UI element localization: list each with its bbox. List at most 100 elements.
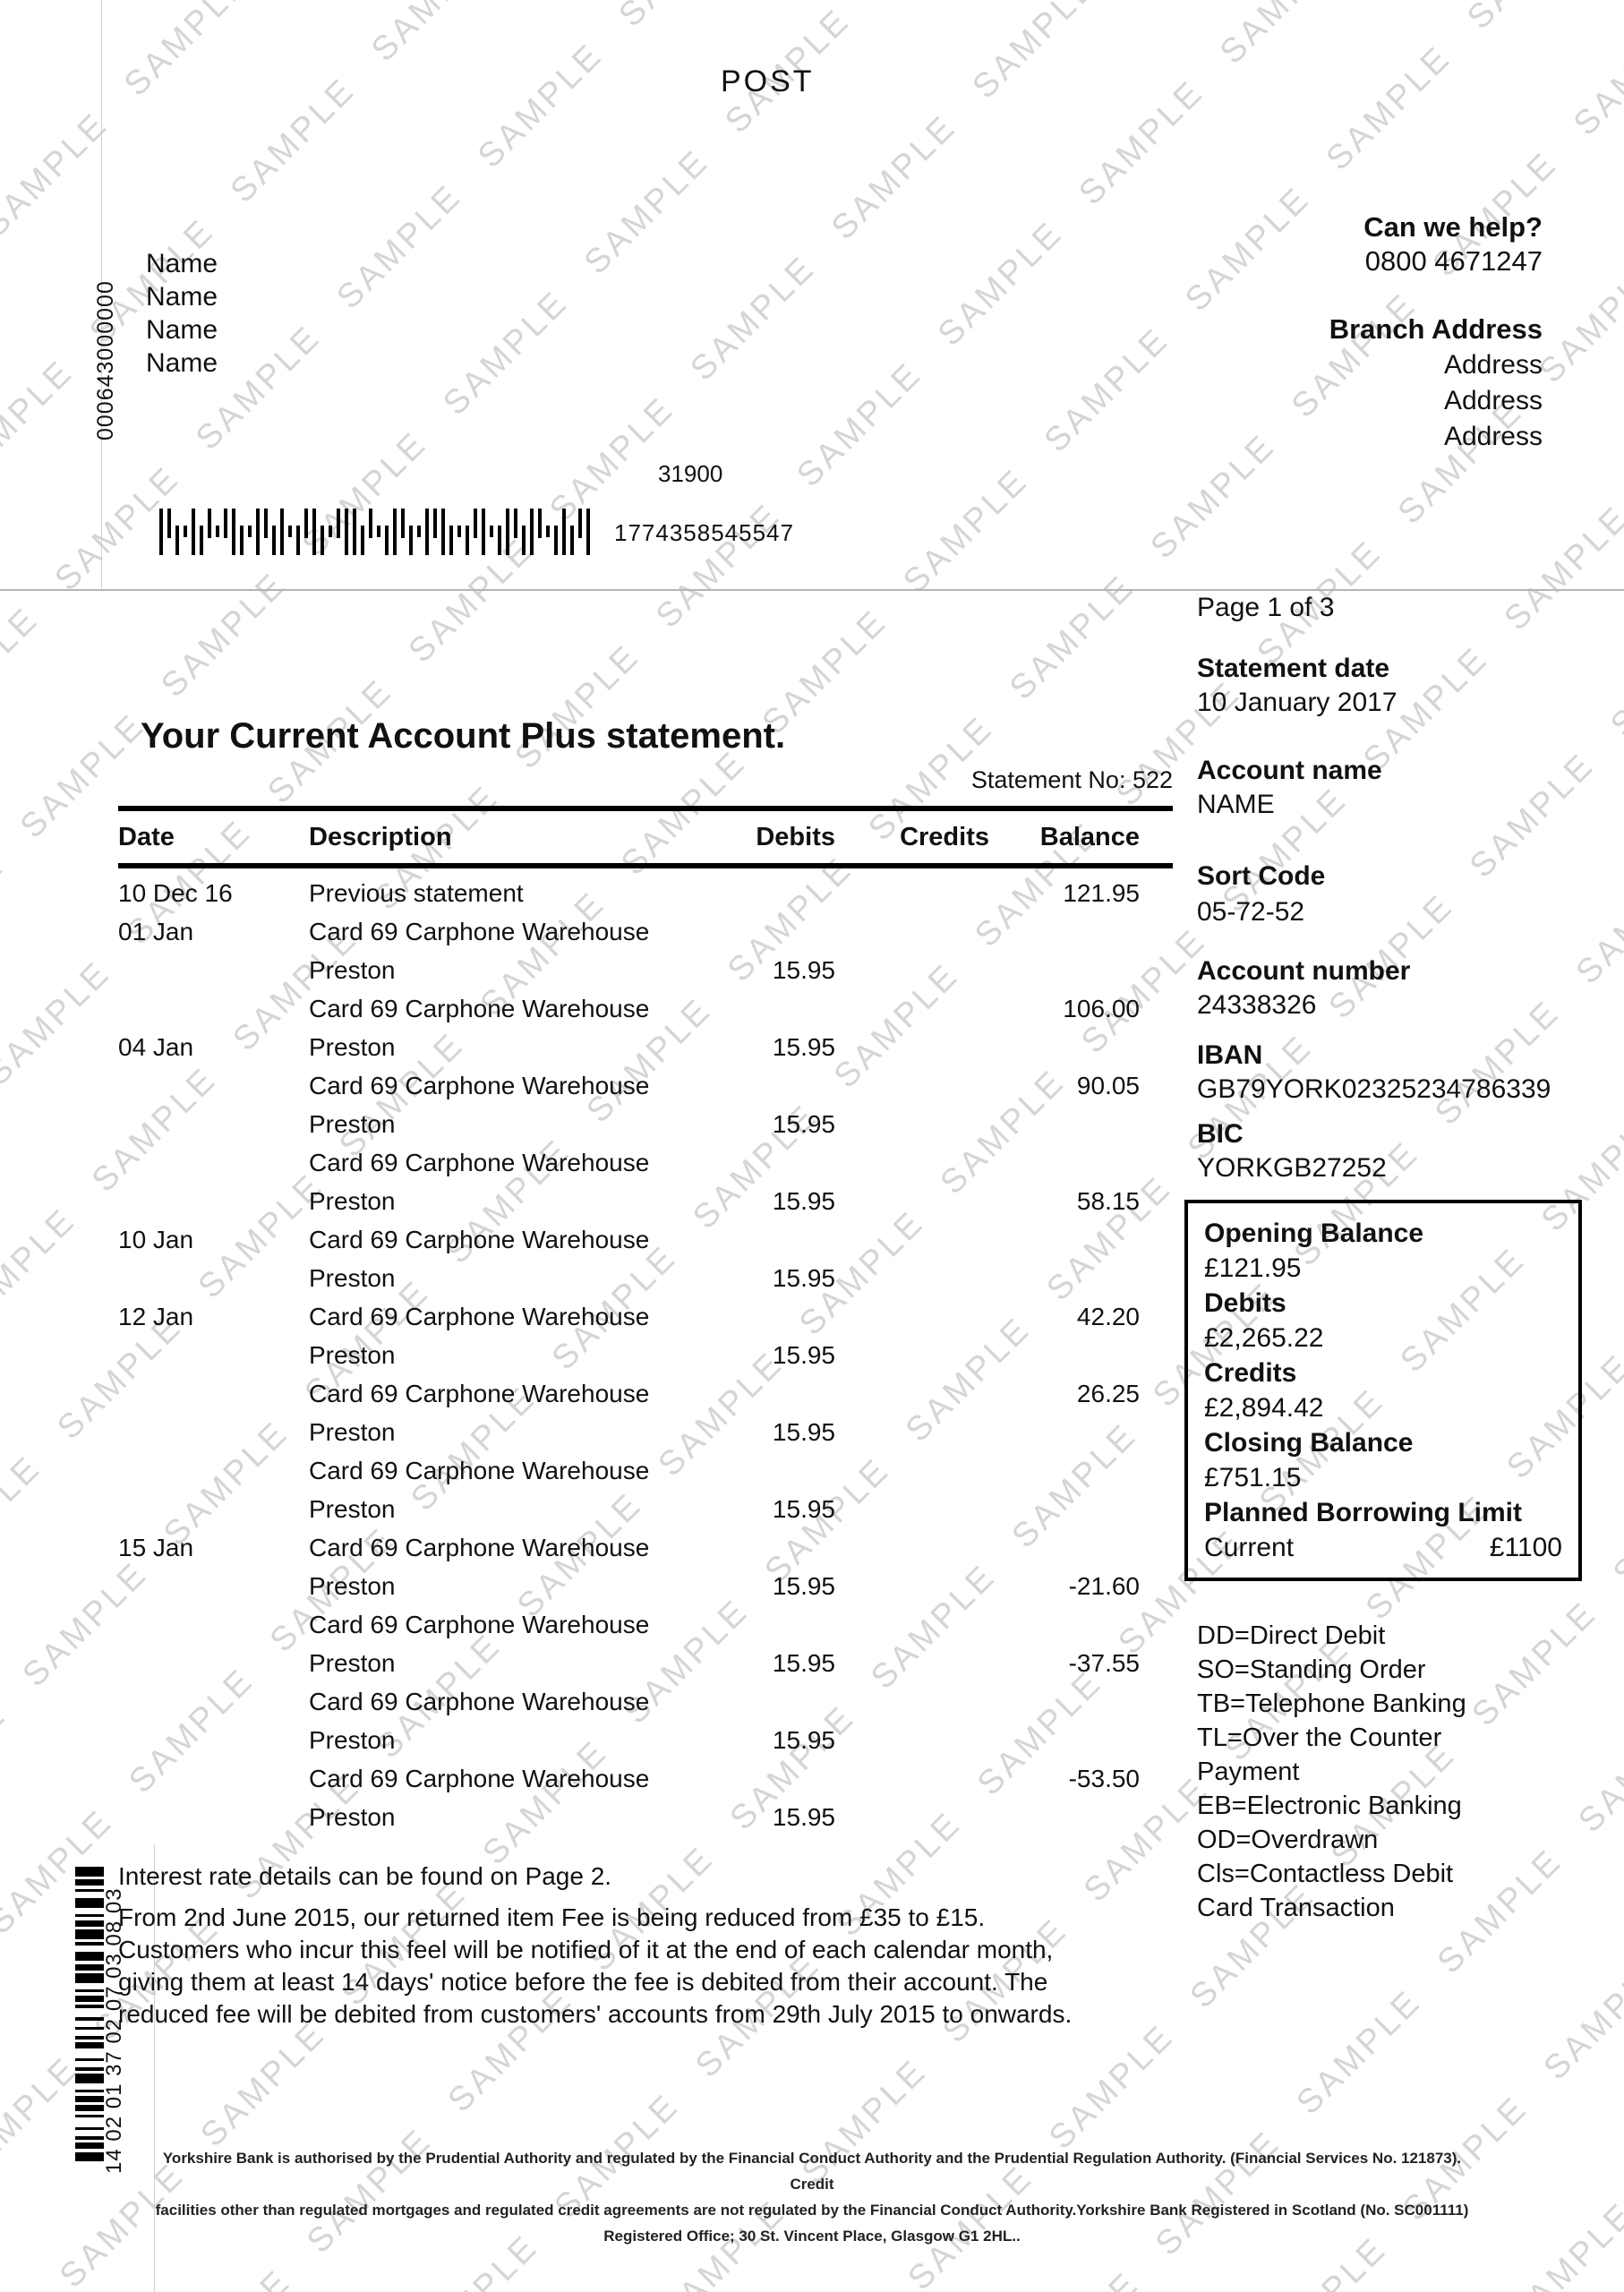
table-cell: Preston xyxy=(309,1803,396,1831)
table-row: Card 69 Carphone Warehouse xyxy=(118,1682,1173,1721)
table-cell xyxy=(835,1798,989,1836)
opening-balance-value: £121.95 xyxy=(1204,1253,1302,1283)
statement-title: Your Current Account Plus statement. xyxy=(141,716,786,756)
statement-date-label: Statement date xyxy=(1197,654,1390,683)
barcode-bar xyxy=(75,1888,104,1892)
postal-barcode-bar xyxy=(288,526,292,537)
table-cell: 42.20 xyxy=(1076,1303,1140,1330)
legend-item: SO=Standing Order xyxy=(1197,1655,1426,1684)
closing-balance-value: £751.15 xyxy=(1204,1463,1302,1492)
table-cell xyxy=(118,1105,309,1143)
recipient-name-line: Name xyxy=(146,348,218,378)
table-cell: 90.05 xyxy=(1076,1072,1140,1099)
table-cell xyxy=(835,1528,989,1567)
table-cell: 12 Jan xyxy=(118,1303,194,1330)
table-row: Preston 15.95 -37.55 xyxy=(118,1644,1173,1682)
table-cell: 15.95 xyxy=(772,1033,835,1061)
postal-barcode-bar xyxy=(337,509,340,538)
interest-rate-note: Interest rate details can be found on Pa… xyxy=(118,1862,612,1890)
recipient-name-line: Name xyxy=(146,282,218,312)
table-cell: Preston xyxy=(309,1110,396,1138)
table-cell xyxy=(721,1297,835,1336)
table-cell xyxy=(835,1682,989,1721)
barcode-gap xyxy=(75,2008,104,2018)
postal-barcode-bar xyxy=(401,509,405,538)
bic-value: YORKGB27252 xyxy=(1197,1153,1387,1183)
postal-barcode-bar xyxy=(353,509,356,555)
postal-barcode-bar xyxy=(482,509,485,555)
table-cell: Preston xyxy=(309,956,396,984)
table-cell xyxy=(721,1220,835,1259)
mail-code: 31900 xyxy=(658,460,723,487)
legend-item: Cls=Contactless Debit Card Transaction xyxy=(1197,1860,1454,1922)
debits-label: Debits xyxy=(1204,1288,1286,1318)
table-cell xyxy=(721,1605,835,1644)
table-cell: Preston xyxy=(309,1264,396,1292)
postal-barcode-bar xyxy=(167,509,171,538)
sort-code-value: 05-72-52 xyxy=(1197,897,1305,927)
barcode-bar xyxy=(75,2067,104,2071)
table-body: 10 Dec 16 Previous statement 121.95 01 Jan C… xyxy=(118,868,1173,1836)
closing-balance-label: Closing Balance xyxy=(1204,1428,1414,1458)
table-cell: 01 Jan xyxy=(118,918,194,945)
fee-paragraph-line: reduced fee will be debited from custome… xyxy=(118,2000,1073,2028)
table-cell xyxy=(835,1490,989,1528)
table-cell: 15.95 xyxy=(772,1187,835,1215)
postal-barcode-bar xyxy=(248,526,252,537)
recipient-address-block: Name Name Name Name xyxy=(146,247,218,380)
table-cell: Card 69 Carphone Warehouse xyxy=(309,1611,650,1638)
page-indicator: Page 1 of 3 xyxy=(1197,593,1335,622)
barcode-bar xyxy=(75,1929,104,1939)
table-cell: 15.95 xyxy=(772,956,835,984)
table-row: 01 Jan Card 69 Carphone Warehouse xyxy=(118,912,1173,951)
table-cell xyxy=(989,1413,1140,1451)
table-cell: 15.95 xyxy=(772,1418,835,1446)
branch-address-block: Branch Address Address Address Address xyxy=(1329,312,1543,455)
table-cell xyxy=(118,1066,309,1105)
postal-barcode-bar xyxy=(175,526,179,555)
table-cell: -37.55 xyxy=(1068,1649,1140,1677)
postal-barcode-bar xyxy=(272,526,276,555)
barcode-gap xyxy=(75,1908,104,1914)
table-row: Preston 15.95 xyxy=(118,1490,1173,1528)
table-cell xyxy=(721,912,835,951)
postal-barcode-bar xyxy=(441,509,445,555)
account-name-value: NAME xyxy=(1197,790,1275,819)
table-row: Preston 15.95 xyxy=(118,1798,1173,1836)
table-cell xyxy=(835,1105,989,1143)
balance-summary-box: Opening Balance £121.95 Debits £2,265.22… xyxy=(1184,1200,1582,1581)
table-row: 12 Jan Card 69 Carphone Warehouse 42.20 xyxy=(118,1297,1173,1336)
barcode-gap xyxy=(75,2117,104,2127)
branch-address-line: Address xyxy=(1443,422,1543,451)
table-header-row: Date Description Debits Credits Balance xyxy=(118,811,1173,863)
statement-number: Statement No: 522 xyxy=(970,766,1173,793)
table-cell: Preston xyxy=(309,1033,396,1061)
barcode-gap xyxy=(75,2083,104,2090)
table-cell xyxy=(989,1259,1140,1297)
table-row: Card 69 Carphone Warehouse -53.50 xyxy=(118,1759,1173,1798)
table-cell: 15.95 xyxy=(772,1803,835,1831)
legend-item: DD=Direct Debit xyxy=(1197,1621,1386,1650)
table-cell xyxy=(118,1798,309,1836)
table-cell: Preston xyxy=(309,1572,396,1600)
postal-barcode-bar xyxy=(578,509,582,538)
column-header-balance: Balance xyxy=(1039,823,1140,851)
postal-barcode-bar xyxy=(498,526,501,555)
table-row: 15 Jan Card 69 Carphone Warehouse xyxy=(118,1528,1173,1567)
iban-value: GB79YORK02325234786339 xyxy=(1197,1074,1551,1104)
table-cell xyxy=(835,1297,989,1336)
branch-address-line: Address xyxy=(1443,386,1543,415)
table-cell xyxy=(835,1451,989,1490)
table-cell: 26.25 xyxy=(1076,1380,1140,1407)
table-row: Card 69 Carphone Warehouse xyxy=(118,1143,1173,1182)
postal-barcode-bar xyxy=(466,526,469,555)
table-cell: Card 69 Carphone Warehouse xyxy=(309,1226,650,1253)
sort-code-label: Sort Code xyxy=(1197,861,1326,891)
post-label: POST xyxy=(721,64,815,98)
column-header-description: Description xyxy=(309,823,452,851)
fold-line-top xyxy=(101,0,102,591)
table-cell xyxy=(989,951,1140,989)
barcode-bar xyxy=(75,2095,104,2102)
table-cell xyxy=(118,1490,309,1528)
table-row: Preston 15.95 xyxy=(118,951,1173,989)
